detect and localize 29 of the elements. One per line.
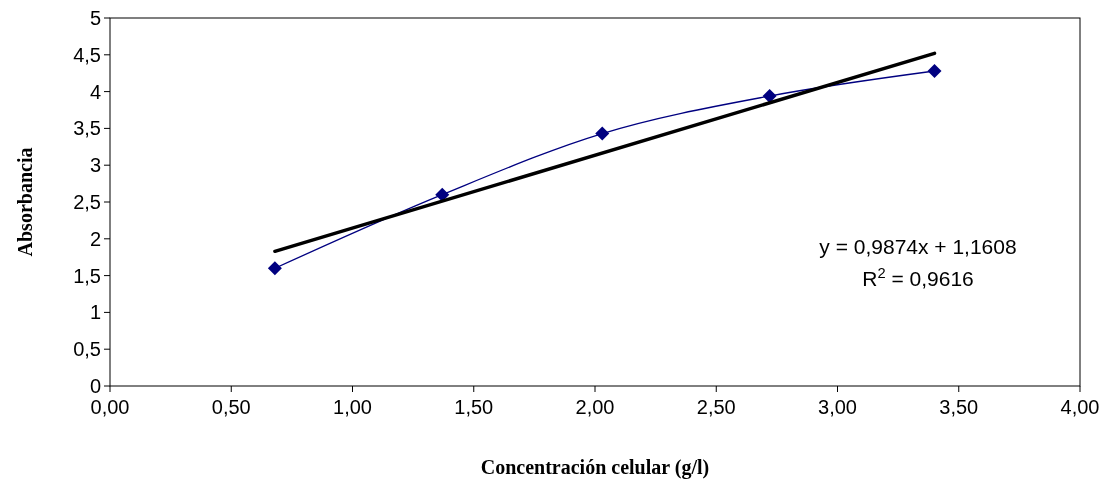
y-axis-title: Absorbancia <box>14 147 36 257</box>
y-tick-label: 3 <box>89 154 101 177</box>
x-tick-label: 4,00 <box>1060 396 1100 418</box>
x-tick-label: 2,50 <box>696 396 736 418</box>
x-tick-label: 0,00 <box>90 396 130 418</box>
point <box>435 187 450 202</box>
x-tick-label: 1,00 <box>333 396 372 418</box>
y-tick-label: 2,5 <box>73 191 101 213</box>
x-tick-label: 1,50 <box>454 396 494 418</box>
y-tick-label: 0 <box>89 375 101 397</box>
annotation: R$^{2}$ = 0,9616 <box>862 265 974 290</box>
point <box>927 63 942 78</box>
x-tick-label: 2,00 <box>575 396 615 418</box>
y-tick-label: 4 <box>89 80 101 103</box>
x-tick-label: 3,50 <box>939 396 979 418</box>
x-tick-label: 0,50 <box>211 396 251 418</box>
point <box>267 261 282 276</box>
y-tick-label: 4,5 <box>73 43 101 66</box>
y-tick-label: 2 <box>89 227 101 250</box>
point <box>762 89 777 104</box>
y-tick-label: 3,5 <box>73 117 101 140</box>
y-tick-label: 1,5 <box>73 264 101 287</box>
y-tick-label: 5 <box>89 7 101 29</box>
annotation: y = 0,9874x + 1,1608 <box>819 235 1017 258</box>
x-axis-title: Concentración celular (g/l) <box>480 456 710 479</box>
x-tick-label: 3,00 <box>818 396 857 418</box>
point <box>595 126 610 141</box>
y-tick-label: 0,5 <box>73 338 101 361</box>
y-tick-label: 1 <box>89 301 101 324</box>
